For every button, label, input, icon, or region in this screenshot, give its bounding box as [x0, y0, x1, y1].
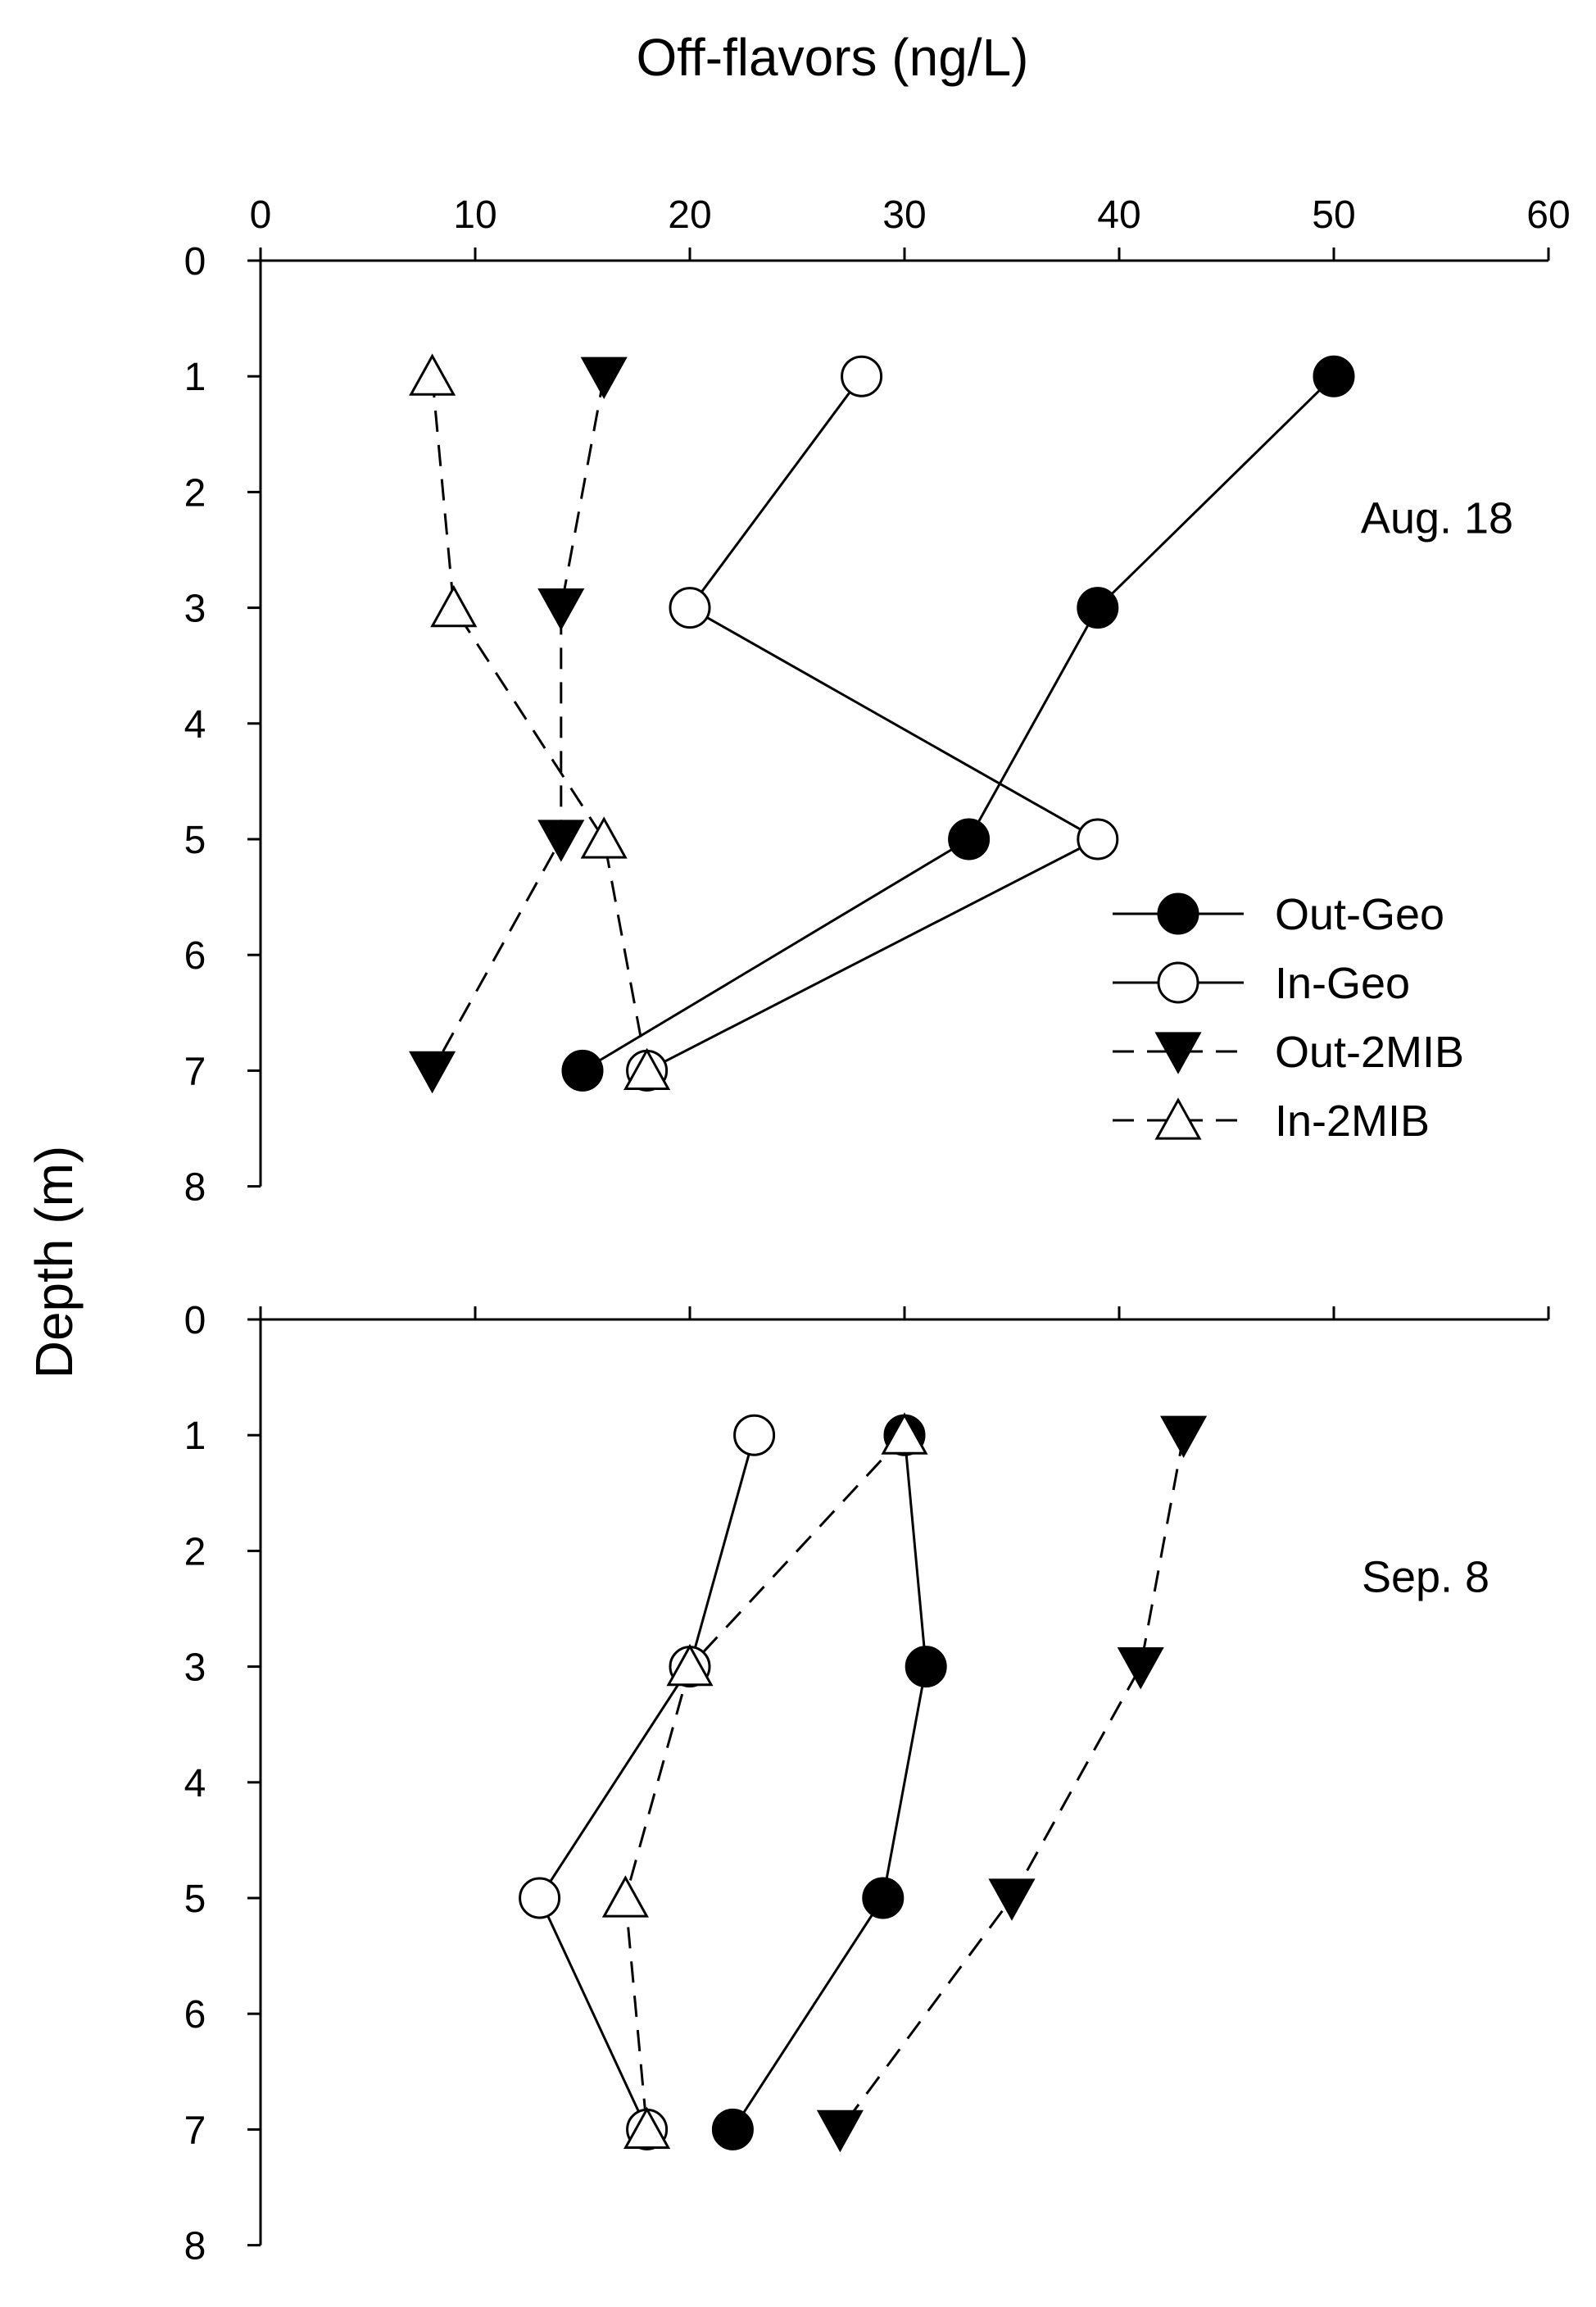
x-axis-title: Off-flavors (ng/L) — [637, 28, 1029, 87]
data-point-out-2mib — [409, 1051, 456, 1094]
y-tick-label: 4 — [184, 1762, 206, 1805]
legend-marker-in-2mib — [1154, 1097, 1202, 1140]
x-tick-label: 40 — [1097, 193, 1140, 237]
y-tick-label: 3 — [184, 588, 206, 631]
data-point-in-2mib — [623, 2106, 671, 2149]
y-tick-label: 3 — [184, 1646, 206, 1690]
y-tick-label: 1 — [184, 356, 206, 399]
y-tick-label: 5 — [184, 1878, 206, 1921]
y-tick-label: 6 — [184, 934, 206, 978]
series-line-out-geo — [732, 1435, 927, 2131]
legend: Out-Geo In-Geo Out-2MIB In-2MIB — [1113, 890, 1464, 1146]
y-tick-label: 2 — [184, 471, 206, 515]
data-point-in-2mib — [601, 1875, 649, 1918]
data-point-out-2mib — [816, 2109, 864, 2153]
series-line-out-geo — [582, 375, 1335, 1072]
data-point-out-2mib — [537, 588, 585, 631]
x-tick-label: 0 — [250, 193, 272, 237]
series-line-out-2mib — [839, 1434, 1186, 2131]
panels: 0 10 20 30 40 50 60 0 1 2 3 4 5 6 7 8 Aug. 18 0 1 2 3 4 5 6 7 8 Se… — [184, 193, 1571, 2268]
data-point-in-2mib — [409, 353, 456, 396]
x-tick-label: 10 — [453, 193, 496, 237]
y-tick-label: 4 — [184, 703, 206, 747]
series-line-in-2mib — [431, 376, 649, 1071]
data-point-in-geo — [519, 1877, 561, 1919]
data-point-in-2mib — [881, 1412, 928, 1455]
y-axis-title: Depth (m) — [25, 1146, 84, 1379]
panel-label: Aug. 18 — [1361, 493, 1513, 543]
x-tick-label: 50 — [1312, 193, 1355, 237]
data-point-out-geo — [1077, 587, 1119, 629]
data-point-out-geo — [1313, 355, 1355, 397]
y-tick-label: 7 — [184, 2109, 206, 2152]
data-point-out-2mib — [1160, 1415, 1208, 1458]
y-tick-label: 2 — [184, 1530, 206, 1574]
data-point-out-geo — [561, 1049, 604, 1092]
legend-label-in-geo: In-Geo — [1275, 959, 1410, 1008]
series-line-in-2mib — [623, 1434, 906, 2130]
panel-2: 0 1 2 3 4 5 6 7 8 Sep. 8 — [184, 1299, 1550, 2268]
data-point-out-2mib — [988, 1878, 1036, 1921]
legend-marker-out-geo — [1157, 892, 1199, 935]
data-point-in-geo — [733, 1414, 776, 1456]
x-tick-label: 60 — [1526, 193, 1570, 237]
data-point-out-geo — [862, 1877, 905, 1919]
data-point-out-2mib — [580, 356, 628, 399]
data-point-out-2mib — [1117, 1647, 1164, 1690]
data-point-out-geo — [711, 2108, 754, 2150]
data-point-out-2mib — [537, 820, 585, 862]
legend-label-in-2mib: In-2MIB — [1275, 1097, 1430, 1146]
series-line-out-2mib — [431, 375, 605, 1072]
legend-marker-out-2mib — [1154, 1032, 1202, 1074]
x-tick-label: 30 — [882, 193, 926, 237]
y-tick-label: 5 — [184, 819, 206, 862]
data-point-out-geo — [905, 1646, 947, 1688]
data-point-in-geo — [841, 355, 883, 397]
legend-label-out-2mib: Out-2MIB — [1275, 1028, 1464, 1077]
y-tick-label: 1 — [184, 1415, 206, 1458]
panel-label: Sep. 8 — [1362, 1552, 1489, 1601]
y-tick-label: 0 — [184, 240, 206, 284]
data-point-in-geo — [1077, 818, 1119, 861]
data-point-in-2mib — [580, 816, 628, 859]
y-tick-label: 8 — [184, 2225, 206, 2268]
legend-label-out-geo: Out-Geo — [1275, 890, 1444, 939]
legend-marker-in-geo — [1157, 961, 1199, 1004]
y-tick-label: 7 — [184, 1050, 206, 1093]
y-tick-label: 0 — [184, 1299, 206, 1342]
data-point-in-2mib — [666, 1643, 714, 1687]
y-tick-label: 8 — [184, 1166, 206, 1210]
panel-1: 0 10 20 30 40 50 60 0 1 2 3 4 5 6 7 8 Aug. 18 — [184, 193, 1571, 1210]
series-line-in-geo — [537, 1434, 756, 2131]
data-point-in-2mib — [623, 1047, 671, 1090]
data-point-in-2mib — [430, 584, 478, 628]
data-point-in-geo — [669, 587, 711, 629]
x-tick-label: 20 — [668, 193, 711, 237]
y-tick-label: 6 — [184, 1993, 206, 2037]
data-point-out-geo — [948, 818, 991, 861]
series-line-in-geo — [646, 375, 1100, 1072]
